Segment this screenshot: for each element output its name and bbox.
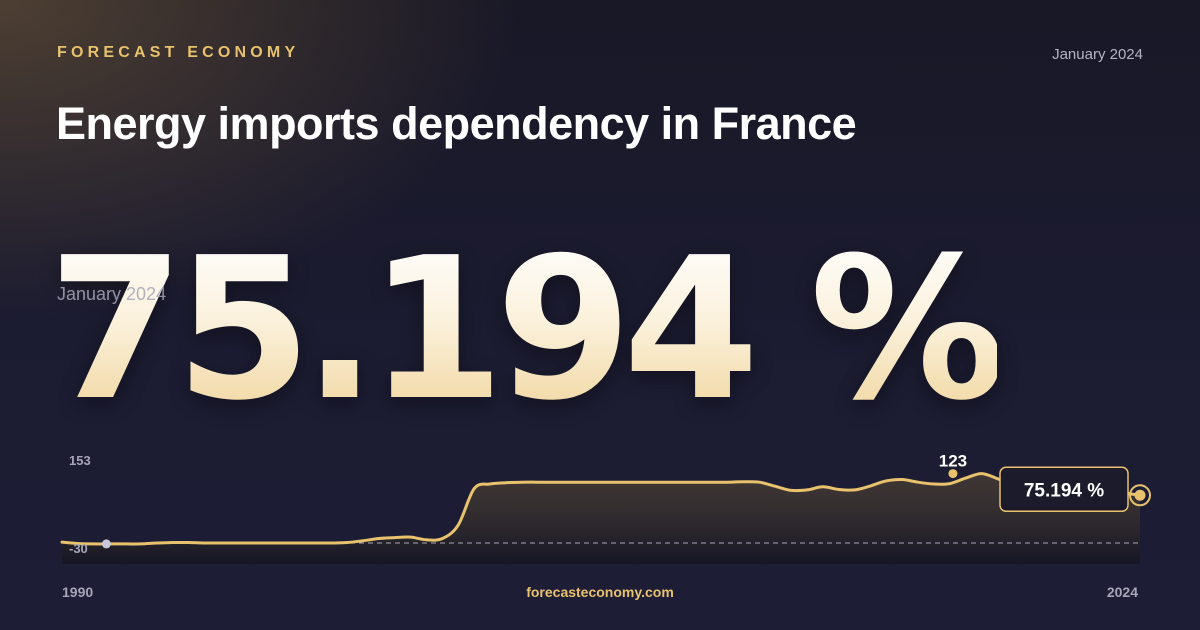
headline-value: 75.194 % [48,216,1006,444]
start-point [101,539,111,549]
y-axis-max-label: 153 [69,453,91,468]
line-chart: 153 -30 123 75.194 % [60,452,1151,564]
x-axis-end-label: 2024 [1106,584,1138,600]
y-axis-min-label: -30 [69,541,88,556]
peak-point [948,469,958,479]
last-value-label: 75.194 % [1024,480,1104,501]
last-point-ring [1129,484,1151,507]
area-fill [62,473,1140,564]
page-title: Energy imports dependency in France [56,98,857,149]
last-value-callout [999,466,1129,513]
header-date: January 2024 [1052,46,1143,63]
site-link[interactable]: forecasteconomy.com [526,584,674,600]
x-axis-start-label: 1990 [62,584,94,600]
brand-name: FORECAST ECONOMY [57,44,300,61]
last-point [1134,489,1146,501]
headline-date: January 2024 [57,284,167,304]
series-line [60,472,1142,546]
peak-label: 123 [939,452,967,471]
